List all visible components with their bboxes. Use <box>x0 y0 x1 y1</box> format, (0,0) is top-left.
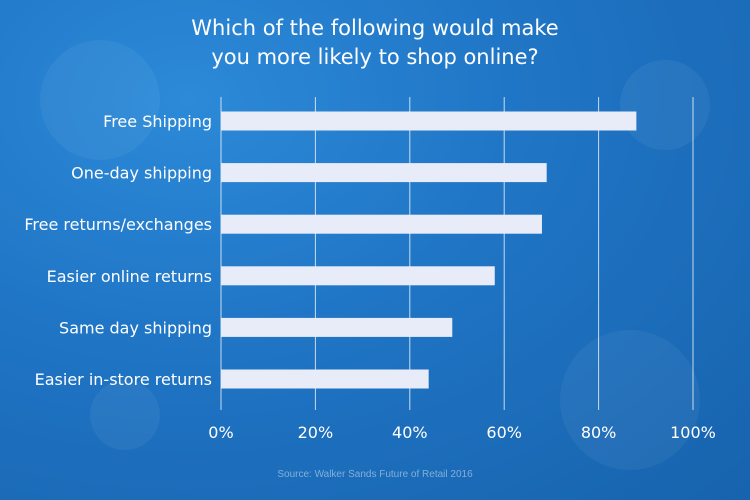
category-label: Same day shipping <box>59 318 212 337</box>
bar <box>221 214 542 234</box>
x-tick-label: 80% <box>581 423 617 442</box>
chart-title-line-2: you more likely to shop online? <box>211 45 539 69</box>
category-label: Free returns/exchanges <box>24 215 212 234</box>
category-label: Easier online returns <box>47 267 212 286</box>
category-label: Free Shipping <box>103 112 212 131</box>
x-tick-label: 20% <box>298 423 334 442</box>
background-bokeh <box>90 380 160 450</box>
gridlines <box>220 97 694 410</box>
x-tick-label: 60% <box>486 423 522 442</box>
chart-title: Which of the following would make you mo… <box>0 14 750 72</box>
category-label: One-day shipping <box>71 164 212 183</box>
background-bokeh <box>40 40 160 160</box>
bars <box>221 111 637 389</box>
category-labels: Free Shipping One-day shipping Free return… <box>24 112 212 389</box>
x-tick-label: 40% <box>392 423 428 442</box>
x-tick-label: 100% <box>670 423 716 442</box>
category-label: Easier in-store returns <box>35 370 212 389</box>
bar <box>221 317 453 337</box>
bar <box>221 163 547 183</box>
chart-title-line-1: Which of the following would make <box>191 16 559 40</box>
background-bokeh <box>620 60 710 150</box>
x-tick-labels: 0% 20% 40% 60% 80% 100% <box>208 423 716 442</box>
bar <box>221 266 495 286</box>
x-tick-label: 0% <box>208 423 233 442</box>
bar <box>221 111 637 131</box>
bar <box>221 369 429 389</box>
background-bokeh <box>560 330 700 470</box>
source-note: Source: Walker Sands Future of Retail 20… <box>277 469 473 480</box>
